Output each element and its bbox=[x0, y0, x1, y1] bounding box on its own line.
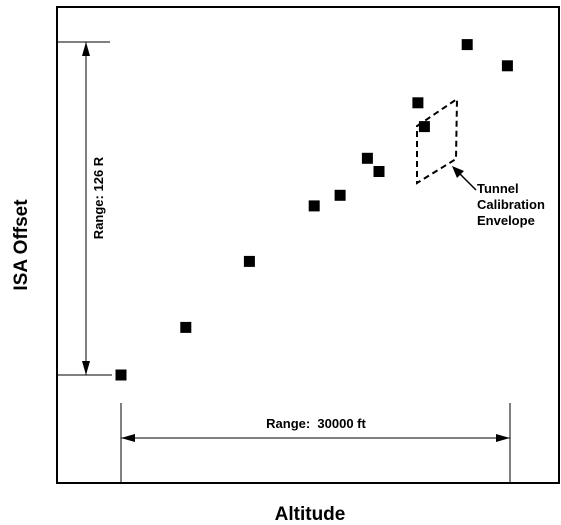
y-axis-title: ISA Offset bbox=[11, 199, 32, 291]
x-range-arrow-left bbox=[121, 434, 135, 442]
x-range-label: Range: 30000 ft bbox=[266, 416, 366, 431]
data-point-6 bbox=[361, 152, 373, 164]
y-range-label: Range: 126 R bbox=[91, 156, 106, 239]
data-point-2 bbox=[180, 321, 192, 333]
envelope-pointer-line bbox=[457, 171, 477, 191]
data-point-5 bbox=[334, 189, 346, 201]
data-point-1 bbox=[115, 369, 127, 381]
data-point-10 bbox=[461, 39, 473, 51]
data-point-4 bbox=[308, 200, 320, 212]
envelope-label-line-2: Calibration bbox=[477, 197, 545, 212]
y-range-arrow-top bbox=[82, 42, 90, 56]
envelope-outline bbox=[416, 97, 459, 185]
data-point-9 bbox=[418, 121, 430, 133]
x-range-arrow-right bbox=[496, 434, 510, 442]
data-point-3 bbox=[243, 255, 255, 267]
plot-frame bbox=[56, 6, 560, 484]
x-range-dimension: Range: 30000 ft bbox=[120, 403, 511, 483]
data-point-8 bbox=[412, 97, 424, 109]
data-point-7 bbox=[373, 166, 385, 177]
x-axis-title: Altitude bbox=[275, 504, 346, 525]
envelope-pointer-arrowhead bbox=[452, 166, 464, 178]
data-point-11 bbox=[501, 60, 513, 72]
y-range-arrow-bottom bbox=[82, 361, 90, 375]
envelope-label: Tunnel Calibration Envelope bbox=[477, 181, 549, 228]
data-points bbox=[115, 39, 513, 381]
envelope-label-line-1: Tunnel bbox=[477, 181, 519, 196]
y-range-dimension: Range: 126 R bbox=[57, 41, 112, 376]
calibration-envelope: Tunnel Calibration Envelope bbox=[416, 97, 549, 228]
envelope-label-line-3: Envelope bbox=[477, 213, 535, 228]
